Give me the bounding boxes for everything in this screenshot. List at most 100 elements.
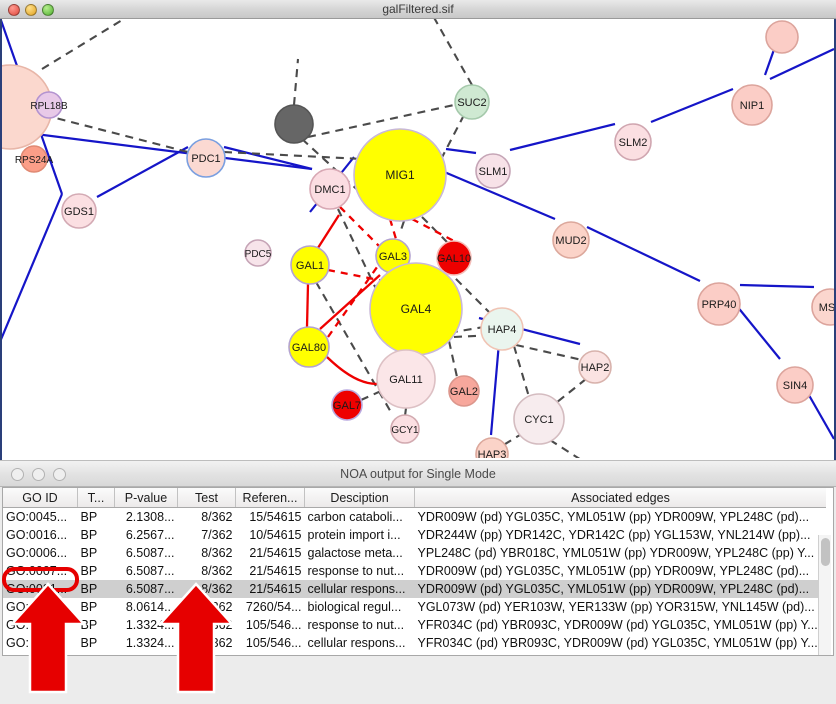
- cell-type: BP: [78, 652, 115, 656]
- column-header-go-id[interactable]: GO ID: [3, 488, 78, 508]
- maximize-button[interactable]: [42, 4, 54, 16]
- table-row[interactable]: GO:0031... BP 6.5087... 8/362 21/54615 cellul…: [3, 579, 826, 598]
- node-RPL18B[interactable]: RPL18B: [30, 91, 68, 119]
- cell-test: 7/362: [201, 527, 233, 542]
- node-label: PDC5: [245, 249, 272, 260]
- cell-test: 11/362: [195, 635, 233, 650]
- cell-reference: 7260/54...: [245, 599, 302, 614]
- scrollbar-thumb[interactable]: [821, 538, 830, 566]
- table-row[interactable]: GO:0016... BP 6.2567... 7/362 10/54615 protei…: [3, 526, 826, 544]
- window-title: galFiltered.sif: [382, 2, 454, 16]
- node-label: GAL1: [296, 260, 324, 272]
- column-header-test[interactable]: Test: [177, 488, 236, 508]
- cell-pvalue: 8.0614...: [125, 599, 175, 614]
- cell-reference: 21/54615: [235, 579, 305, 598]
- noa-maximize-button[interactable]: [53, 468, 66, 481]
- table-row[interactable]: GO:0031... BP 1.3324... 11/362 105/546... cel…: [3, 634, 826, 652]
- node-GAL10[interactable]: GAL10: [436, 240, 472, 276]
- node-SLM1[interactable]: SLM1: [475, 153, 511, 189]
- table-row[interactable]: GO:0045... BP 2.1308... 8/362 15/54615 carbon…: [3, 508, 826, 526]
- node-MIG1[interactable]: MIG1: [353, 128, 447, 222]
- cell-test: 11/362: [195, 617, 233, 632]
- noa-panel-title: NOA output for Single Mode: [340, 467, 496, 481]
- node-DMC1[interactable]: DMC1: [309, 168, 351, 210]
- node-label: GAL11: [389, 374, 422, 386]
- cell-pvalue: 1.3324...: [125, 635, 175, 650]
- close-button[interactable]: [8, 4, 20, 16]
- node-GAL1[interactable]: GAL1: [290, 245, 330, 285]
- node-MSL[interactable]: MSL: [811, 288, 834, 326]
- node-label: GCY1: [391, 425, 419, 436]
- cell-go-id: GO:0031...: [6, 635, 68, 650]
- nodes-layer[interactable]: RPL18B RPS24A GDS1 PDC1 PDC5 DMC1 MIG1 SUC2 SLM1…: [2, 20, 834, 458]
- header-row: GO ID T... P-value Test Referen... Desci…: [3, 488, 826, 508]
- node-label: SIN4: [783, 380, 807, 392]
- table-header: GO ID T... P-value Test Referen... Desci…: [3, 488, 826, 508]
- node-label: SUC2: [457, 97, 486, 109]
- node-label: MIG1: [385, 168, 415, 182]
- node-SIN4[interactable]: SIN4: [776, 366, 814, 404]
- column-header-reference[interactable]: Referen...: [235, 488, 305, 508]
- cell-pvalue: 2.1308...: [125, 509, 175, 524]
- node-CYC1[interactable]: CYC1: [513, 393, 565, 445]
- node-label: GDS1: [64, 206, 94, 218]
- node-SLM2[interactable]: SLM2: [614, 123, 652, 161]
- cell-type: BP: [80, 599, 98, 614]
- table-vertical-scrollbar[interactable]: [818, 535, 831, 655]
- noa-minimize-button[interactable]: [32, 468, 45, 481]
- column-header-pvalue[interactable]: P-value: [114, 488, 178, 508]
- regulatory-edges: [41, 19, 587, 458]
- cell-associated-edges: YER133W (pp) YOR315W, YNL145W (pd) YHR08…: [415, 652, 827, 656]
- network-graph[interactable]: RPL18B RPS24A GDS1 PDC1 PDC5 DMC1 MIG1 SUC2 SLM1…: [2, 19, 834, 458]
- cell-associated-edges: YDR244W (pp) YDR142C, YDR142C (pp) YGL15…: [417, 527, 811, 542]
- node-GAL7[interactable]: GAL7: [331, 389, 363, 421]
- table-body[interactable]: GO:0045... BP 2.1308... 8/362 15/54615 carbon…: [3, 508, 827, 656]
- node-label: PDC1: [191, 153, 220, 165]
- results-table-container[interactable]: GO ID T... P-value Test Referen... Desci…: [2, 487, 834, 656]
- cell-associated-edges: YDR009W (pd) YGL035C, YML051W (pp) YDR00…: [414, 579, 826, 598]
- node-MUD2[interactable]: MUD2: [552, 221, 590, 259]
- node-top-right-pink[interactable]: [765, 20, 799, 54]
- node-RPS24A[interactable]: RPS24A: [15, 145, 54, 173]
- network-canvas[interactable]: RPL18B RPS24A GDS1 PDC1 PDC5 DMC1 MIG1 SUC2 SLM1…: [0, 19, 836, 460]
- results-table[interactable]: GO ID T... P-value Test Referen... Desci…: [3, 488, 827, 656]
- node-label: HAP3: [478, 449, 507, 458]
- table-row[interactable]: GO:0050...BP1.428E...80/3625778/54...reg…: [3, 652, 827, 656]
- column-header-description[interactable]: Desciption: [304, 488, 415, 508]
- node-GAL3[interactable]: GAL3: [375, 238, 411, 274]
- table-row[interactable]: GO:0006... BP 6.5087... 8/362 21/54615 galact…: [3, 544, 826, 562]
- node-unlabeled-grey[interactable]: [274, 104, 314, 144]
- node-GAL80[interactable]: GAL80: [288, 326, 330, 368]
- column-header-associated-edges[interactable]: Associated edges: [414, 488, 826, 508]
- node-GAL4[interactable]: GAL4: [369, 262, 463, 356]
- cell-type: BP: [80, 563, 98, 578]
- node-label: GAL3: [379, 251, 407, 263]
- table-row[interactable]: GO:0031... BP 1.3324... 11/362 105/546... res…: [3, 616, 826, 634]
- noa-titlebar: NOA output for Single Mode: [0, 460, 836, 487]
- cell-test: 94/362: [194, 599, 233, 614]
- noa-close-button[interactable]: [11, 468, 24, 481]
- node-NIP1[interactable]: NIP1: [731, 84, 773, 126]
- node-GDS1[interactable]: GDS1: [61, 193, 97, 229]
- node-SUC2[interactable]: SUC2: [454, 84, 490, 120]
- node-PDC1[interactable]: PDC1: [186, 138, 226, 178]
- cell-type: BP: [80, 527, 98, 542]
- node-GAL2[interactable]: GAL2: [448, 375, 480, 407]
- node-PDC5[interactable]: PDC5: [244, 239, 272, 267]
- table-row[interactable]: GO:0007... BP 6.5087... 8/362 21/54615 respon…: [3, 562, 826, 580]
- node-GAL11[interactable]: GAL11: [376, 349, 436, 409]
- node-HAP3[interactable]: HAP3: [475, 437, 509, 458]
- cell-type: BP: [80, 509, 98, 524]
- node-label: HAP2: [581, 362, 610, 374]
- column-header-type[interactable]: T...: [77, 488, 115, 508]
- node-PRP40[interactable]: PRP40: [697, 282, 741, 326]
- table-row[interactable]: GO:0065... BP 8.0614... 94/362 7260/54... bio…: [3, 598, 826, 616]
- cell-pvalue: 1.428E...: [115, 652, 178, 656]
- minimize-button[interactable]: [25, 4, 37, 16]
- node-HAP4[interactable]: HAP4: [480, 307, 524, 351]
- node-HAP2[interactable]: HAP2: [578, 350, 612, 384]
- cell-description: response to nut...: [307, 617, 405, 632]
- node-GCY1[interactable]: GCY1: [390, 414, 420, 444]
- cell-description: carbon cataboli...: [307, 509, 403, 524]
- cell-test: 8/362: [201, 509, 233, 524]
